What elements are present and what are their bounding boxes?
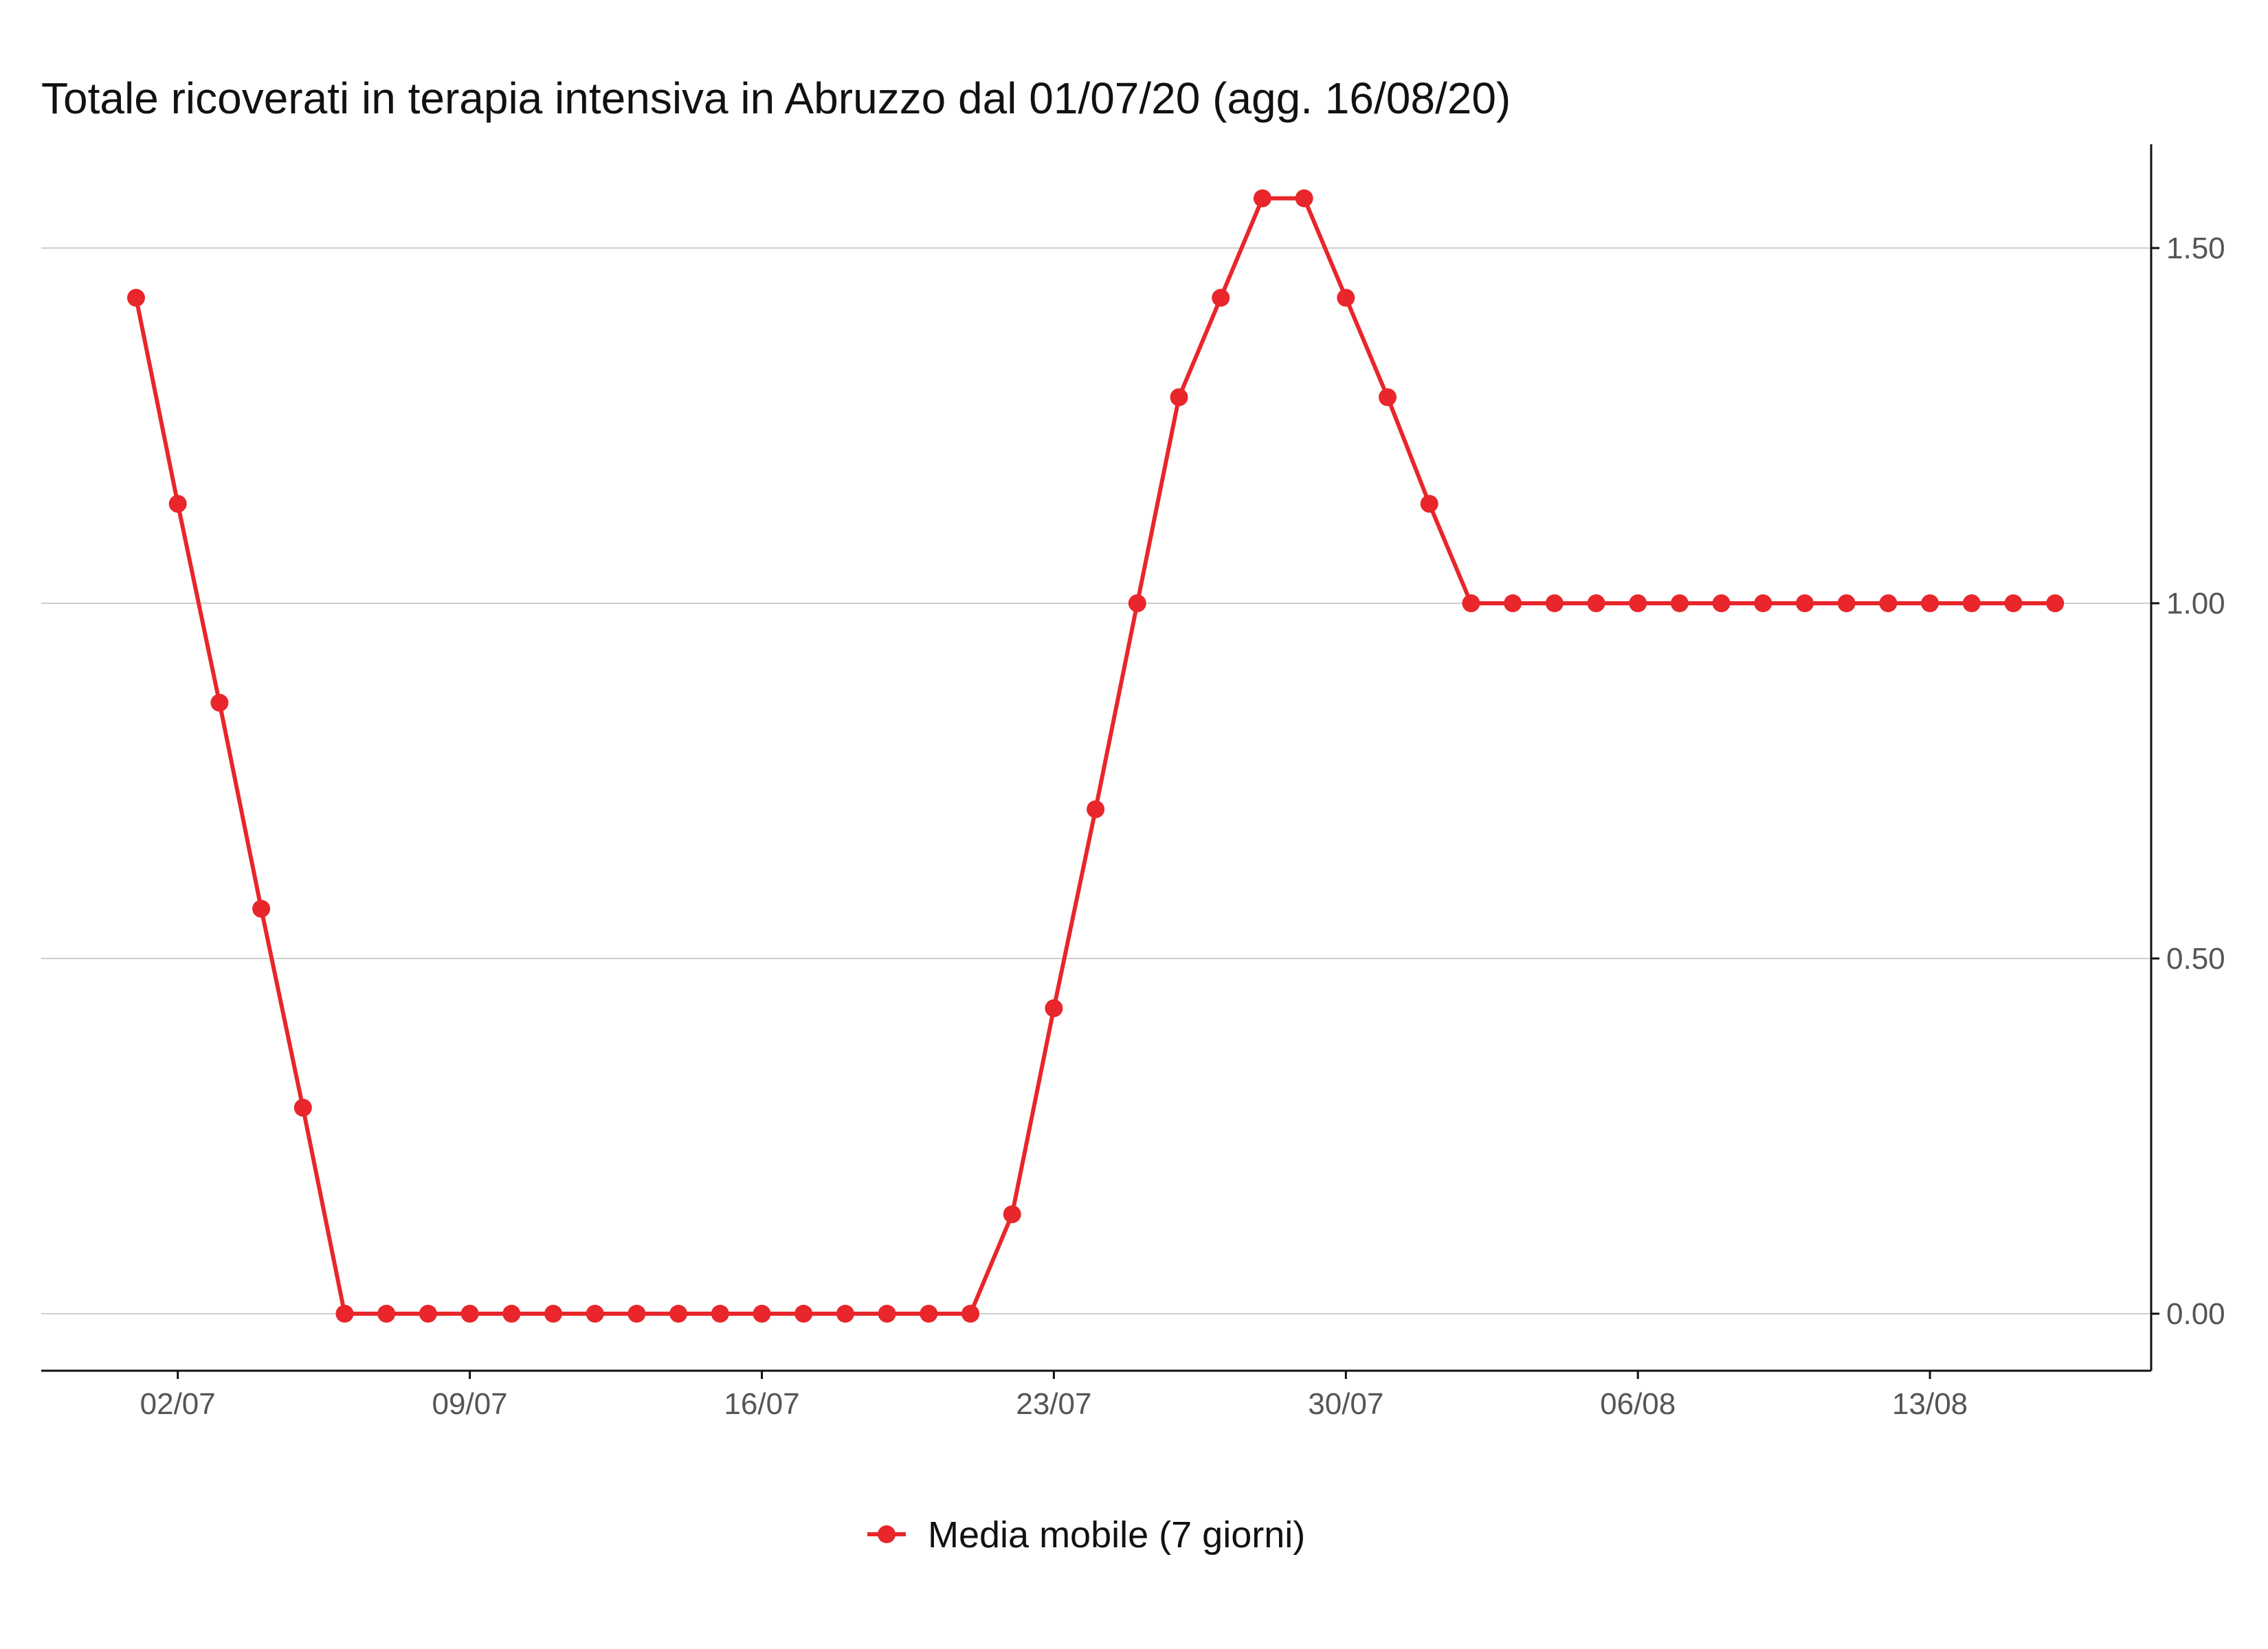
data-point	[1504, 594, 1522, 612]
y-tick-label: 0.00	[2166, 1297, 2225, 1331]
x-tick-label: 06/08	[1600, 1387, 1676, 1421]
data-point	[1796, 594, 1814, 612]
data-point	[168, 495, 187, 513]
data-point	[1837, 594, 1856, 612]
data-point	[460, 1305, 479, 1323]
data-point	[1962, 594, 1981, 612]
data-point	[127, 289, 145, 307]
y-axis-ticks: 0.00 0.50 1.00 1.50	[2151, 232, 2225, 1331]
data-point	[2004, 594, 2023, 612]
x-tick-label: 16/07	[724, 1387, 799, 1421]
data-point	[1670, 594, 1689, 612]
axes	[41, 144, 2153, 1372]
legend-point-swatch	[878, 1525, 896, 1543]
data-point	[210, 693, 229, 712]
data-point	[1420, 495, 1438, 513]
data-point	[335, 1305, 354, 1323]
chart-title: Totale ricoverati in terapia intensiva i…	[41, 74, 1511, 123]
data-point	[1212, 289, 1230, 307]
data-point	[1295, 189, 1313, 207]
data-point	[1587, 594, 1605, 612]
y-tick-label: 1.50	[2166, 232, 2225, 265]
data-point	[2046, 594, 2065, 612]
x-tick-label: 23/07	[1016, 1387, 1091, 1421]
data-point	[1921, 594, 1939, 612]
x-tick-label: 30/07	[1308, 1387, 1383, 1421]
data-point	[878, 1305, 896, 1323]
x-axis-ticks: 02/07 09/07 16/07 23/07 30/07 06/08 13/08	[140, 1371, 1968, 1421]
data-point	[961, 1305, 979, 1323]
data-point	[1253, 189, 1271, 207]
data-point	[1754, 594, 1772, 612]
x-tick-label: 09/07	[432, 1387, 508, 1421]
data-point	[1087, 800, 1105, 818]
data-point	[1379, 388, 1397, 407]
data-point	[1170, 388, 1188, 407]
data-point	[252, 899, 271, 918]
data-point	[1003, 1205, 1021, 1224]
data-point	[920, 1305, 938, 1323]
x-tick-label: 02/07	[140, 1387, 216, 1421]
data-point	[502, 1305, 521, 1323]
data-point	[836, 1305, 854, 1323]
data-point	[711, 1305, 729, 1323]
data-point	[669, 1305, 688, 1323]
data-point	[1712, 594, 1731, 612]
x-tick-label: 13/08	[1892, 1387, 1968, 1421]
y-tick-label: 0.50	[2166, 942, 2225, 976]
data-point	[1879, 594, 1898, 612]
series-line	[134, 196, 2056, 1316]
data-point	[1337, 289, 1355, 307]
grid	[41, 247, 2151, 1314]
legend: Media mobile (7 giorni)	[867, 1514, 1305, 1556]
data-point	[377, 1305, 396, 1323]
data-point	[293, 1099, 312, 1117]
data-point	[753, 1305, 771, 1323]
data-point	[1629, 594, 1647, 612]
data-point	[1128, 594, 1146, 612]
y-tick-label: 1.00	[2166, 587, 2225, 620]
series-layer	[127, 189, 2065, 1323]
data-point	[419, 1305, 437, 1323]
data-point	[586, 1305, 604, 1323]
data-point	[1545, 594, 1564, 612]
data-point	[544, 1305, 562, 1323]
legend-label: Media mobile (7 giorni)	[928, 1514, 1305, 1556]
data-point	[794, 1305, 813, 1323]
data-point	[1462, 594, 1480, 612]
data-point	[627, 1305, 646, 1323]
data-point	[1045, 999, 1063, 1018]
